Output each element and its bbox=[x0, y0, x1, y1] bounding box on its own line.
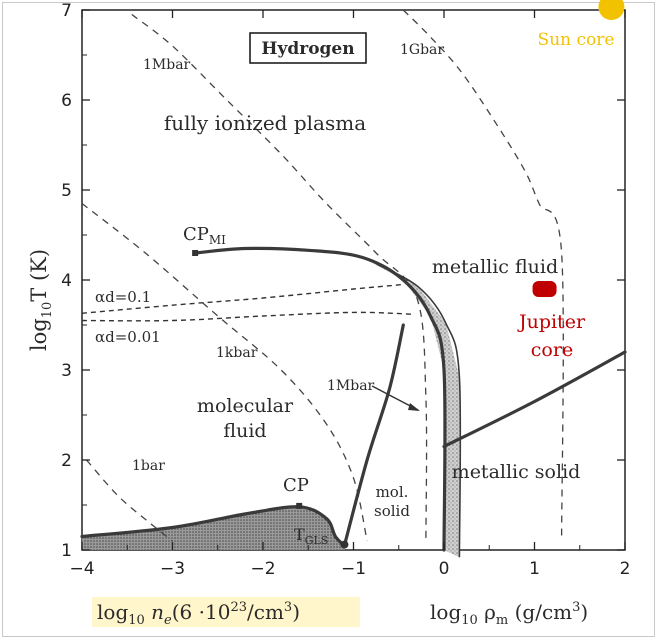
dissociation-lines bbox=[81, 283, 413, 322]
object-label-jupiter-line1: Jupiter bbox=[517, 311, 586, 333]
region-metallic-solid: metallic solid bbox=[452, 461, 581, 483]
isobar-label-1bar: 1bar bbox=[132, 458, 165, 474]
critical-point-CPMI bbox=[192, 250, 199, 256]
isobar-line-1Gbar bbox=[402, 9, 564, 542]
phase-boundary-0 bbox=[193, 246, 447, 552]
x-tick-label-2: −2 bbox=[250, 559, 275, 579]
x-axis-secondary-label: log10 ne(6 ·1023/cm3) bbox=[97, 600, 300, 628]
planetary-objects bbox=[532, 0, 625, 297]
shaded-regions bbox=[82, 257, 460, 558]
jupiter-core-marker bbox=[532, 281, 557, 297]
x-tick-label-3: −1 bbox=[341, 559, 366, 579]
annotation-arrowhead bbox=[408, 403, 420, 411]
x-axis-label: log10 ρm (g/cm3) bbox=[430, 600, 588, 628]
transition-band-inner-edge bbox=[377, 263, 462, 558]
chart-title: Hydrogen bbox=[261, 39, 354, 59]
region-mol-solid-line1: mol. bbox=[376, 483, 409, 501]
x-tick-label-5: 1 bbox=[529, 559, 540, 579]
annotation-1Mbar: 1Mbar bbox=[327, 378, 375, 394]
dissociation-line-1 bbox=[81, 311, 413, 322]
isobar-line-1Mbar bbox=[131, 13, 428, 542]
dissociation-label-0.01: αd=0.01 bbox=[95, 328, 161, 346]
isobar-lines bbox=[81, 9, 564, 542]
chart-title-box: Hydrogen bbox=[249, 32, 367, 64]
region-fully-ionized-plasma: fully ionized plasma bbox=[164, 111, 366, 135]
sun-core-marker bbox=[598, 0, 625, 20]
x-tick-label-6: 2 bbox=[620, 559, 631, 579]
region-molecular-fluid-line2: fluid bbox=[223, 420, 266, 442]
y-tick-label-5: 6 bbox=[61, 91, 72, 111]
phase-boundary-3 bbox=[442, 350, 627, 449]
critical-point-CP bbox=[296, 502, 303, 509]
x-tick-label-4: 0 bbox=[439, 559, 450, 579]
y-tick-label-6: 7 bbox=[61, 1, 72, 21]
y-tick-label-2: 3 bbox=[61, 361, 72, 381]
object-label-jupiter-line2: core bbox=[531, 339, 573, 361]
transition-band-region bbox=[362, 257, 460, 558]
region-metallic-fluid: metallic fluid bbox=[432, 256, 558, 278]
object-label-sun: Sun core bbox=[538, 30, 615, 50]
dissociation-label-0.1: αd=0.1 bbox=[95, 288, 151, 306]
y-tick-label-1: 2 bbox=[61, 451, 72, 471]
y-tick-label-4: 5 bbox=[61, 181, 72, 201]
y-tick-label-0: 1 bbox=[61, 541, 72, 561]
phase-boundary-1 bbox=[342, 323, 405, 548]
region-mol-solid-line2: solid bbox=[374, 502, 410, 520]
region-molecular-fluid-line1: molecular bbox=[197, 395, 294, 417]
triple-point-marker bbox=[340, 540, 349, 549]
x-axis-secondary-label-bg bbox=[92, 597, 360, 627]
point-label-cp: CP bbox=[283, 475, 309, 496]
isobar-line-1kbar bbox=[81, 202, 368, 542]
y-tick-label-3: 4 bbox=[61, 271, 72, 291]
x-tick-label-1: −3 bbox=[160, 559, 185, 579]
dissociation-line-0 bbox=[81, 283, 404, 314]
liquid-gas-coexistence-region bbox=[82, 506, 345, 550]
x-tick-label-0: −4 bbox=[69, 559, 94, 579]
isobar-label-1kbar: 1kbar bbox=[216, 345, 258, 361]
axis-ticks: −4 −3 −2 −1 0 1 2 1 2 3 4 5 6 7 bbox=[61, 1, 630, 579]
isobar-label-1Gbar: 1Gbar bbox=[400, 42, 444, 58]
isobar-label-1Mbar: 1Mbar bbox=[143, 57, 191, 73]
isobar-line-1bar bbox=[86, 459, 173, 542]
critical-points bbox=[192, 250, 349, 549]
y-axis-label: log10T (K) bbox=[27, 249, 55, 351]
